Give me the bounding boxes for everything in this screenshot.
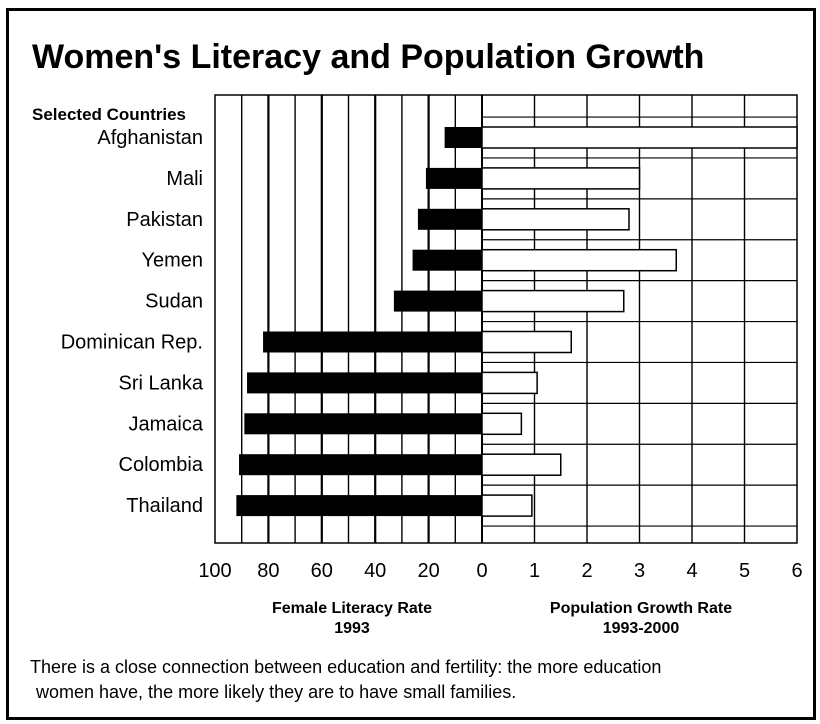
literacy-axis-title-line2: 1993 <box>334 620 370 637</box>
growth-bar <box>481 412 523 436</box>
growth-axis-title-line2: 1993-2000 <box>603 620 680 637</box>
literacy-bar <box>412 249 482 271</box>
category-label: Mali <box>166 168 203 190</box>
growth-tick-label: 4 <box>686 560 697 582</box>
growth-tick-label: 1 <box>529 560 540 582</box>
literacy-tick-label: 80 <box>257 560 279 582</box>
growth-bar <box>481 494 533 517</box>
literacy-tick-label: 0 <box>476 560 487 582</box>
category-label: Dominican Rep. <box>61 332 203 354</box>
literacy-tick-label: 20 <box>417 560 439 582</box>
literacy-bar <box>236 495 482 517</box>
category-label: Jamaica <box>129 413 204 435</box>
category-header: Selected Countries <box>32 105 186 124</box>
literacy-tick-label: 40 <box>364 560 386 582</box>
literacy-bar <box>239 454 482 476</box>
literacy-tick-label: 60 <box>311 560 333 582</box>
chart-title: Women's Literacy and Population Growth <box>32 38 704 76</box>
growth-bar <box>481 126 798 149</box>
growth-bar <box>481 208 630 231</box>
category-label: Thailand <box>126 495 203 517</box>
literacy-bar <box>417 208 482 230</box>
growth-bar <box>481 289 625 313</box>
caption-line-2: women have, the more likely they are to … <box>35 682 516 702</box>
category-label: Sri Lanka <box>119 372 204 394</box>
literacy-tick-label: 100 <box>198 560 231 582</box>
category-label: Colombia <box>119 454 204 476</box>
literacy-bar <box>263 331 482 353</box>
growth-bar <box>481 330 572 354</box>
growth-bar <box>481 248 677 272</box>
growth-bar <box>481 167 641 190</box>
category-label: Sudan <box>145 291 203 313</box>
growth-tick-label: 5 <box>739 560 750 582</box>
literacy-bar <box>393 290 482 312</box>
growth-tick-label: 2 <box>581 560 592 582</box>
growth-bar <box>481 453 562 476</box>
literacy-bar <box>444 127 482 148</box>
growth-tick-label: 6 <box>791 560 802 582</box>
category-label: Afghanistan <box>97 127 203 149</box>
literacy-bar <box>425 167 482 189</box>
growth-bar <box>481 371 538 395</box>
category-label: Pakistan <box>126 209 203 231</box>
caption-line-1: There is a close connection between educ… <box>30 657 661 677</box>
growth-axis-title-line1: Population Growth Rate <box>550 600 732 617</box>
literacy-axis-title-line1: Female Literacy Rate <box>272 600 432 617</box>
category-label: Yemen <box>141 250 203 272</box>
growth-tick-label: 3 <box>634 560 645 582</box>
plot-border <box>214 94 798 544</box>
literacy-bar <box>244 413 482 435</box>
literacy-bar <box>247 372 482 394</box>
